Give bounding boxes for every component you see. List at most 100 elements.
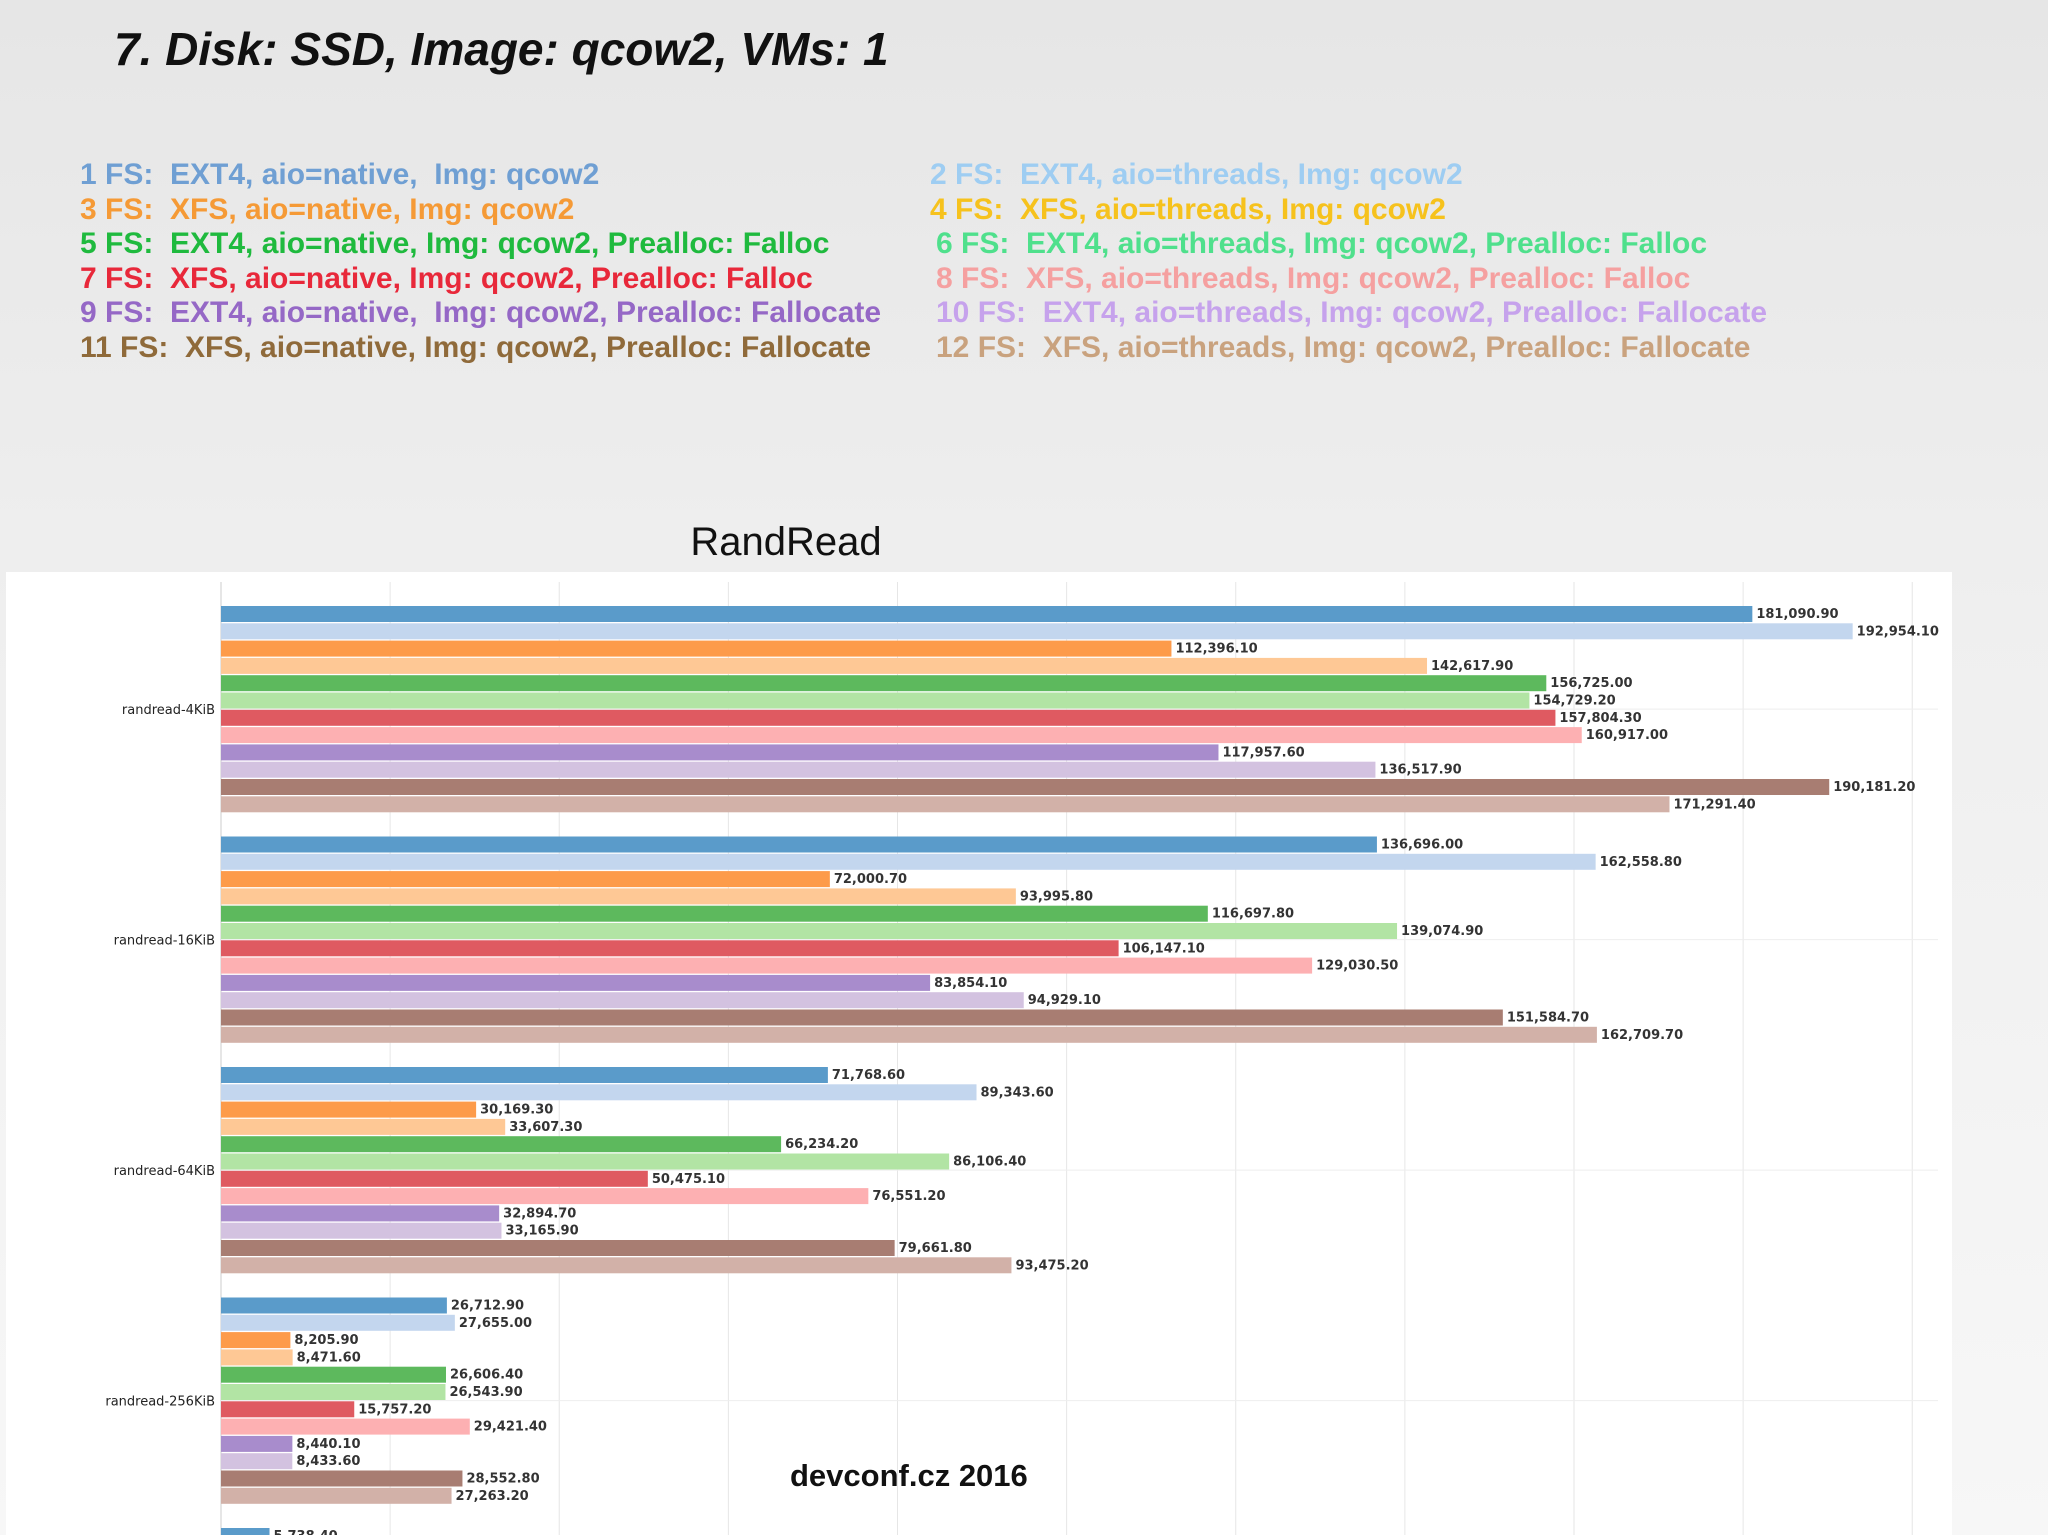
legend-item-2: 2 FS: EXT4, aio=threads, Img: qcow2: [930, 158, 1463, 191]
bar-group-randread-4KiB: randread-4KiB 181,090.90 192,954.10 112,396…: [122, 606, 1939, 813]
bar-value-label: 8,433.60: [296, 1454, 360, 1469]
bar: [221, 853, 1596, 870]
bar-value-label: 117,957.60: [1222, 745, 1304, 760]
slide-title: 7. Disk: SSD, Image: qcow2, VMs: 1: [114, 23, 889, 75]
bar-value-label: 136,696.00: [1381, 838, 1463, 853]
category-label: randread-256KiB: [105, 1395, 215, 1410]
bar: [221, 1026, 1597, 1043]
bar-value-label: 26,712.90: [451, 1299, 524, 1314]
bar: [221, 796, 1670, 813]
bar: [221, 905, 1208, 922]
bar: [221, 836, 1377, 853]
bar: [221, 992, 1024, 1009]
legend-item-10: 10 FS: EXT4, aio=threads, Img: qcow2, Pr…: [936, 296, 1768, 329]
bar: [221, 957, 1313, 974]
bar: [221, 1401, 355, 1418]
bar-value-label: 26,606.40: [450, 1368, 523, 1383]
bar: [221, 1453, 293, 1470]
bar: [221, 1170, 648, 1187]
bar: [221, 1487, 452, 1504]
bar-value-label: 8,471.60: [297, 1350, 361, 1365]
bar-value-label: 112,396.10: [1175, 642, 1257, 657]
bar: [221, 1435, 293, 1452]
bar: [221, 1188, 869, 1205]
bar-value-label: 160,917.00: [1586, 728, 1668, 743]
bar: [221, 1136, 782, 1153]
legend-item-11: 11 FS: XFS, aio=native, Img: qcow2, Prea…: [80, 330, 872, 364]
bar-value-label: 162,709.70: [1601, 1028, 1683, 1043]
bar: [221, 623, 1853, 640]
category-label: randread-64KiB: [114, 1164, 215, 1179]
legend-item-12: 12 FS: XFS, aio=threads, Img: qcow2, Pre…: [936, 330, 1751, 364]
bar: [221, 974, 931, 991]
legend-item-4: 4 FS: XFS, aio=threads, Img: qcow2: [930, 192, 1446, 226]
bar: [221, 709, 1556, 726]
bar: [221, 761, 1376, 778]
bar-value-label: 106,147.10: [1123, 941, 1205, 956]
bar-value-label: 129,030.50: [1316, 959, 1398, 974]
legend-item-8: 8 FS: XFS, aio=threads, Img: qcow2, Prea…: [936, 261, 1691, 295]
bar-value-label: 30,169.30: [480, 1103, 553, 1118]
bar-value-label: 72,000.70: [834, 872, 907, 887]
bar-group-randread-256KiB: randread-256KiB 26,712.90 27,655.00 8,205.9…: [105, 1297, 547, 1504]
bar-value-label: 156,725.00: [1550, 676, 1632, 691]
bar: [221, 1067, 828, 1083]
legend-item-6: 6 FS: EXT4, aio=threads, Img: qcow2, Pre…: [936, 227, 1708, 260]
chart-panel: randread-4KiB 181,090.90 192,954.10 112,396…: [6, 572, 1952, 1535]
bar-value-label: 190,181.20: [1833, 780, 1915, 795]
bar: [221, 940, 1119, 957]
bar-value-label: 93,475.20: [1015, 1258, 1088, 1273]
bar-value-label: 171,291.40: [1673, 797, 1755, 812]
bar: [221, 1222, 502, 1239]
bar-value-label: 192,954.10: [1857, 624, 1939, 639]
bar: [221, 727, 1582, 744]
bar: [221, 1205, 500, 1222]
bar-value-label: 116,697.80: [1212, 907, 1294, 922]
bar: [221, 606, 1753, 622]
bar: [221, 1009, 1503, 1026]
bar: [221, 1101, 477, 1118]
bar: [221, 657, 1428, 674]
bar-value-label: 162,558.80: [1600, 855, 1682, 870]
bar-value-label: 15,757.20: [358, 1402, 431, 1417]
bar-value-label: 8,440.10: [296, 1437, 360, 1452]
bar-value-label: 29,421.40: [474, 1420, 547, 1435]
bar-value-label: 142,617.90: [1431, 659, 1513, 674]
bar: [221, 779, 1830, 795]
bar: [221, 1314, 455, 1331]
bar: [221, 1240, 895, 1256]
bar-chart: randread-4KiB 181,090.90 192,954.10 112,396…: [105, 582, 1939, 1535]
bar-value-label: 157,804.30: [1559, 711, 1641, 726]
bar-value-label: 89,343.60: [981, 1085, 1054, 1100]
bar: [221, 1384, 446, 1400]
chart-title: RandRead: [690, 520, 882, 564]
bar-value-label: 136,517.90: [1379, 763, 1461, 778]
bar-value-label-partial: 5,738.40: [274, 1529, 338, 1535]
bar-value-label: 26,543.90: [449, 1385, 522, 1400]
footer-text: devconf.cz 2016: [790, 1458, 1028, 1493]
bar: [221, 871, 830, 888]
category-label: randread-4KiB: [122, 703, 215, 718]
bar: [221, 1118, 506, 1135]
legend-item-7: 7 FS: XFS, aio=native, Img: qcow2, Preal…: [80, 261, 813, 295]
bar: [221, 1332, 291, 1349]
bar-value-label: 154,729.20: [1533, 694, 1615, 709]
bar-value-label: 66,234.20: [785, 1137, 858, 1152]
bar: [221, 640, 1172, 657]
bar-value-label: 50,475.10: [652, 1172, 725, 1187]
bar-value-label: 76,551.20: [872, 1189, 945, 1204]
bar-value-label: 33,165.90: [505, 1224, 578, 1239]
bar: [221, 888, 1016, 905]
bar-value-label: 79,661.80: [899, 1241, 972, 1256]
bar-value-label: 28,552.80: [466, 1472, 539, 1487]
category-label: randread-16KiB: [114, 934, 215, 949]
legend-item-5: 5 FS: EXT4, aio=native, Img: qcow2, Prea…: [80, 227, 830, 260]
bar-value-label: 27,263.20: [456, 1489, 529, 1504]
bar-value-label: 32,894.70: [503, 1206, 576, 1221]
bar-value-label: 181,090.90: [1756, 607, 1838, 622]
bar: [221, 1470, 463, 1487]
bar: [221, 692, 1530, 709]
bar: [221, 744, 1219, 761]
bar-value-label: 83,854.10: [934, 976, 1007, 991]
bar-value-label: 27,655.00: [459, 1316, 532, 1331]
